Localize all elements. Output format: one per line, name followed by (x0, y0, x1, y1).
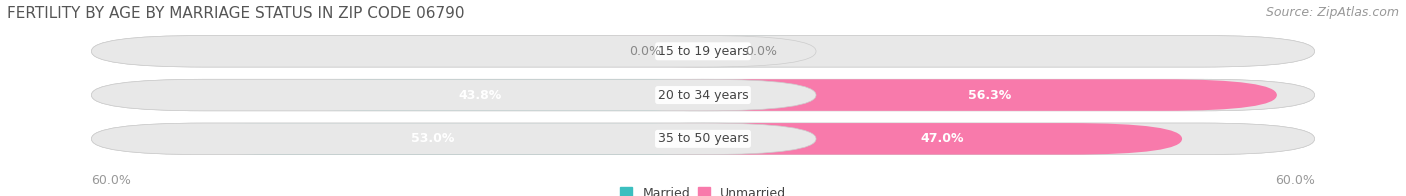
Text: 0.0%: 0.0% (628, 45, 661, 58)
FancyBboxPatch shape (591, 35, 720, 67)
Text: Source: ZipAtlas.com: Source: ZipAtlas.com (1265, 6, 1399, 19)
FancyBboxPatch shape (591, 123, 1182, 155)
Text: 47.0%: 47.0% (921, 132, 965, 145)
FancyBboxPatch shape (591, 123, 1315, 155)
Text: FERTILITY BY AGE BY MARRIAGE STATUS IN ZIP CODE 06790: FERTILITY BY AGE BY MARRIAGE STATUS IN Z… (7, 6, 464, 21)
Legend: Married, Unmarried: Married, Unmarried (620, 187, 786, 196)
FancyBboxPatch shape (591, 35, 1315, 67)
Text: 60.0%: 60.0% (1275, 174, 1315, 187)
FancyBboxPatch shape (591, 79, 1315, 111)
FancyBboxPatch shape (91, 123, 1315, 155)
Text: 60.0%: 60.0% (91, 174, 131, 187)
Text: 35 to 50 years: 35 to 50 years (658, 132, 748, 145)
Text: 43.8%: 43.8% (458, 89, 502, 102)
Text: 0.0%: 0.0% (745, 45, 778, 58)
FancyBboxPatch shape (91, 35, 815, 67)
FancyBboxPatch shape (591, 79, 1277, 111)
Text: 53.0%: 53.0% (411, 132, 454, 145)
FancyBboxPatch shape (91, 35, 1315, 67)
Text: 56.3%: 56.3% (969, 89, 1011, 102)
FancyBboxPatch shape (91, 123, 815, 155)
FancyBboxPatch shape (91, 79, 1315, 111)
FancyBboxPatch shape (256, 79, 815, 111)
FancyBboxPatch shape (686, 35, 815, 67)
Text: 15 to 19 years: 15 to 19 years (658, 45, 748, 58)
FancyBboxPatch shape (91, 79, 815, 111)
Text: 20 to 34 years: 20 to 34 years (658, 89, 748, 102)
FancyBboxPatch shape (163, 123, 815, 155)
